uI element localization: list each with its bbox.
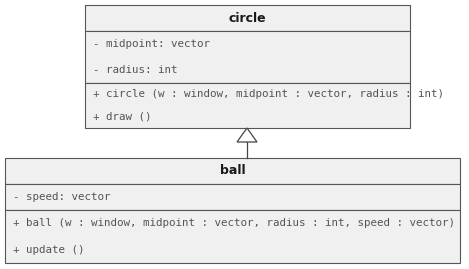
Text: + update (): + update () — [13, 245, 84, 255]
Text: circle: circle — [229, 12, 266, 24]
Text: ball: ball — [219, 165, 245, 178]
Bar — [85, 31, 410, 83]
Bar — [5, 184, 460, 210]
Text: + draw (): + draw () — [93, 112, 151, 122]
Text: - radius: int: - radius: int — [93, 65, 177, 75]
Text: + ball (w : window, midpoint : vector, radius : int, speed : vector): + ball (w : window, midpoint : vector, r… — [13, 218, 455, 228]
Bar — [5, 210, 460, 263]
Text: - speed: vector: - speed: vector — [13, 192, 111, 202]
Bar — [5, 158, 460, 184]
Text: - midpoint: vector: - midpoint: vector — [93, 39, 210, 49]
Polygon shape — [237, 128, 257, 142]
Bar — [85, 5, 410, 31]
Text: + circle (w : window, midpoint : vector, radius : int): + circle (w : window, midpoint : vector,… — [93, 89, 444, 99]
Bar — [85, 83, 410, 128]
